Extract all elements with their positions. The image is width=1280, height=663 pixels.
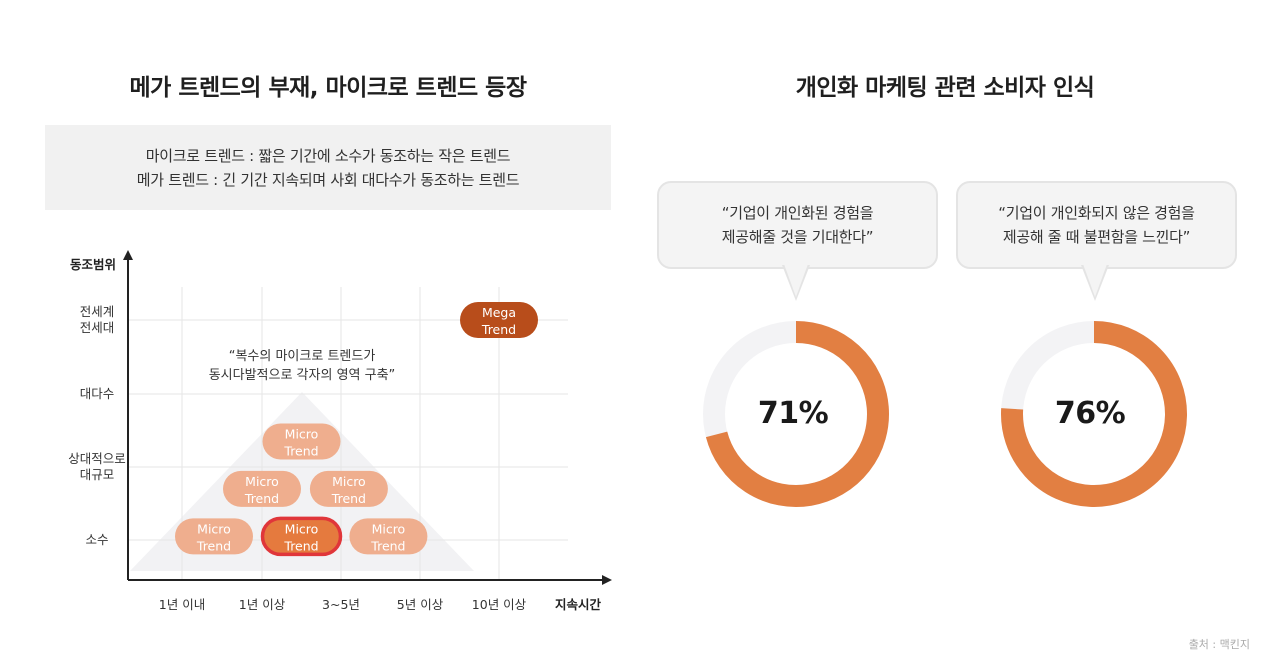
trend-pill-label: Trend: [370, 538, 405, 553]
y-tick-label: 대다수: [80, 386, 115, 401]
trend-pill-label: Micro: [332, 474, 366, 489]
trend-pill-label: Trend: [196, 538, 231, 553]
x-tick-label: 1년 이내: [159, 597, 205, 612]
y-tick-label: 전세대: [80, 320, 115, 335]
mega-trend-definition: 메가 트렌드 : 긴 기간 지속되며 사회 대다수가 동조하는 트렌드: [136, 170, 520, 189]
trend-pill-label: Micro: [245, 474, 279, 489]
x-tick-label: 5년 이상: [397, 597, 444, 612]
quote-bubble-expect: “기업이 개인화된 경험을 제공해줄 것을 기대한다”: [657, 181, 938, 269]
quote-bubble-discomfort: “기업이 개인화되지 않은 경험을 제공해 줄 때 불편함을 느낀다”: [956, 181, 1237, 269]
trend-pill-label: Mega: [482, 305, 516, 320]
y-tick-label: 소수: [85, 532, 108, 547]
mega-trend-pill: [460, 302, 538, 338]
micro-trend-pill: [262, 423, 341, 460]
trend-pill-label: Micro: [285, 521, 319, 536]
chart-annotation: “복수의 마이크로 트렌드가: [229, 349, 376, 364]
micro-trend-definition: 마이크로 트렌드 : 짧은 기간에 소수가 동조하는 작은 트렌드: [145, 146, 511, 165]
micro-trend-pill: [175, 518, 253, 555]
bubble-tail-inner: [784, 264, 808, 297]
micro-trend-pill: [309, 470, 388, 507]
y-axis-label: 동조범위: [70, 257, 116, 272]
micro-trend-pill: [349, 518, 428, 555]
micro-trend-pill: [223, 470, 301, 507]
quote-line: “기업이 개인화된 경험을: [721, 204, 874, 222]
y-tick-label: 상대적으로: [68, 451, 126, 466]
trend-pill-label: Micro: [372, 521, 406, 536]
trend-pill-label: Trend: [244, 491, 279, 506]
bubble-tail-inner: [1083, 264, 1107, 297]
y-tick-label: 전세계: [80, 304, 115, 319]
donut-value-76: 76%: [1054, 396, 1126, 431]
right-chart-title: 개인화 마케팅 관련 소비자 인식: [795, 75, 1095, 101]
trend-pill-label: Trend: [283, 443, 318, 458]
x-axis-label: 지속시간: [555, 597, 602, 612]
quote-line: 제공해줄 것을 기대한다”: [721, 228, 874, 246]
quote-line: 제공해 줄 때 불편함을 느낀다”: [1002, 228, 1191, 246]
source-note: 출처 : 맥킨지: [1188, 638, 1250, 651]
y-tick-label: 대규모: [80, 467, 115, 482]
donut-value-arc: [705, 321, 889, 507]
chart-annotation: 동시다발적으로 각자의 영역 구축”: [209, 368, 396, 383]
trend-pill-label: Trend: [283, 538, 318, 553]
trend-pill-label: Trend: [331, 491, 366, 506]
x-axis-arrow: [602, 575, 612, 585]
trend-pill-label: Trend: [481, 322, 516, 337]
y-axis-arrow: [123, 250, 133, 260]
left-chart-title: 메가 트렌드의 부재, 마이크로 트렌드 등장: [129, 75, 528, 101]
definition-box: 마이크로 트렌드 : 짧은 기간에 소수가 동조하는 작은 트렌드 메가 트렌드…: [45, 125, 611, 210]
micro-trend-pill-highlight: [260, 516, 343, 557]
x-tick-label: 10년 이상: [472, 597, 527, 612]
x-tick-label: 3~5년: [322, 597, 360, 612]
donut-value-arc: [1001, 321, 1187, 507]
trend-pill-label: Micro: [197, 521, 231, 536]
quote-line: “기업이 개인화되지 않은 경험을: [998, 204, 1195, 222]
x-tick-label: 1년 이상: [239, 597, 286, 612]
trend-pill-label: Micro: [285, 426, 319, 441]
donut-value-71: 71%: [757, 396, 829, 431]
